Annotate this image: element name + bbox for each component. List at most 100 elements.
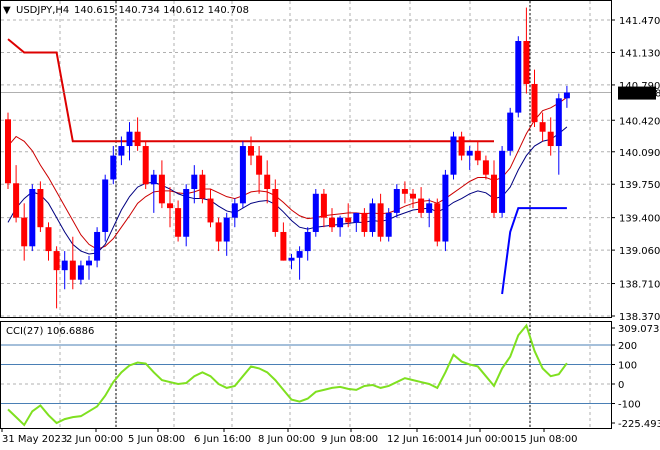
candle-body	[547, 131, 554, 147]
time-tick-label: 15 Jun 08:00	[514, 434, 578, 445]
cci-pane-frame	[0, 321, 612, 429]
candle-body	[256, 155, 263, 175]
cci-tick-label: 309.0736	[618, 324, 660, 335]
cci-axis: 309.0736 200 100 0 -100 -225.4936	[611, 324, 660, 430]
candle-body	[175, 208, 182, 237]
candle-body	[499, 150, 506, 213]
candle-body	[158, 174, 165, 204]
price-tick-label: 140.090	[619, 148, 660, 159]
candle-body	[94, 231, 101, 261]
candle-body	[5, 119, 11, 184]
price-tick-label: 141.470	[619, 16, 660, 27]
price-tick-label: 139.060	[619, 246, 660, 257]
price-tick-label: 138.370	[619, 312, 660, 323]
candle-body	[434, 203, 441, 242]
candle-body	[466, 150, 473, 156]
candle-body	[458, 136, 465, 156]
candle-body	[555, 98, 562, 147]
main-pane-frame	[0, 0, 612, 318]
candle-body	[369, 203, 376, 232]
candle-body	[199, 174, 206, 199]
candle-body	[183, 189, 190, 237]
indicator-lines	[1, 38, 611, 295]
cci-tick-label: 0	[618, 380, 624, 391]
candle-body	[385, 212, 392, 237]
price-tick-label: 139.750	[619, 180, 660, 191]
candle-body	[142, 146, 149, 185]
chart-title-dropdown-icon[interactable]: ▼	[3, 5, 11, 16]
time-tick-label: 8 Jun 00:00	[258, 434, 315, 445]
chart-ohlc-values: 140.615 140.734 140.612 140.708	[74, 5, 249, 16]
candle-body	[377, 203, 384, 237]
candle-body	[410, 193, 416, 199]
candle-body	[231, 203, 238, 218]
candle-body	[37, 189, 44, 228]
candles	[5, 7, 570, 309]
cci-line	[7, 323, 568, 427]
price-tick-label: 141.130	[619, 48, 660, 59]
candle-body	[134, 131, 141, 147]
candle-body	[61, 260, 68, 271]
candle-body	[482, 160, 489, 175]
time-tick-label: 6 Jun 16:00	[194, 434, 251, 445]
fast-ma-line	[7, 126, 568, 255]
price-tick-label: 140.420	[619, 116, 660, 127]
chart-symbol-title: USDJPY,H4	[16, 5, 69, 16]
candle-body	[361, 212, 368, 232]
current-price-tag: 140.708	[618, 86, 660, 100]
time-tick-label: 31 May 2023	[2, 434, 67, 445]
candle-body	[393, 189, 400, 213]
time-tick-label: 14 Jun 00:00	[450, 434, 514, 445]
candle-body	[223, 217, 230, 242]
candle-body	[110, 155, 117, 180]
candle-body	[345, 217, 352, 223]
candle-body	[215, 222, 222, 242]
candle-body	[337, 217, 344, 228]
candle-body	[77, 265, 84, 280]
time-tick-label: 9 Jun 08:00	[321, 434, 378, 445]
current-price-tag-bg	[618, 86, 656, 100]
time-tick-label: 2 Jun 00:00	[66, 434, 123, 445]
candle-body	[296, 251, 303, 258]
candle-body	[191, 174, 198, 190]
candle-body	[69, 260, 76, 280]
cci-tick-label: 100	[618, 361, 637, 372]
candle-body	[401, 189, 408, 194]
resistance-level-line	[7, 38, 494, 143]
candle-body	[304, 231, 311, 252]
cci-title: CCI(27) 106.6886	[6, 326, 94, 337]
candle-body	[426, 203, 433, 213]
candle-body	[450, 136, 457, 175]
candle-body	[102, 179, 109, 232]
candle-body	[118, 146, 125, 156]
candle-body	[539, 122, 546, 132]
candle-body	[515, 41, 522, 113]
price-tick-label: 139.400	[619, 214, 660, 225]
cci-tick-label: -100	[618, 400, 641, 411]
candle-body	[167, 203, 173, 209]
candle-body	[86, 260, 92, 266]
candle-body	[563, 92, 570, 99]
candle-body	[329, 217, 335, 228]
candle-body	[272, 189, 279, 232]
time-tick-label: 12 Jun 16:00	[387, 434, 451, 445]
candle-body	[507, 112, 514, 151]
candle-body	[53, 251, 60, 271]
cci-series-line	[7, 323, 568, 427]
candle-body	[126, 131, 133, 147]
candle-body	[280, 231, 287, 261]
price-tick-label: 138.710	[619, 280, 660, 291]
cci-tick-label: 200	[618, 341, 637, 352]
candle-body	[264, 174, 271, 190]
cci-level-lines	[1, 344, 611, 404]
candle-body	[239, 146, 246, 204]
candle-body	[353, 212, 360, 223]
price-axis: 141.470 141.130 140.790 140.420 140.090 139.7…	[611, 16, 660, 323]
candle-body	[45, 227, 52, 252]
candle-body	[523, 41, 530, 84]
candle-body	[248, 146, 254, 156]
candle-body	[29, 189, 36, 247]
candle-body	[312, 193, 319, 232]
